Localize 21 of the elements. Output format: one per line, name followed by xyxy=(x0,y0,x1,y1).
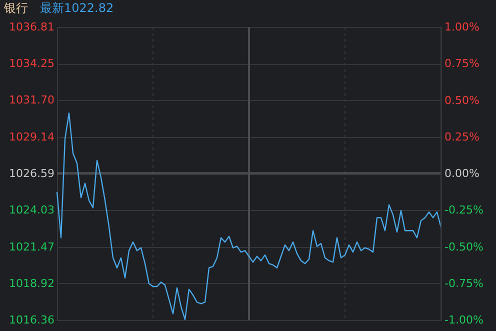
y-tick-label: 1016.36 xyxy=(9,314,54,326)
y2-tick-label: -0.50% xyxy=(444,240,484,254)
y2-tick-label: -1.00% xyxy=(444,314,484,326)
y-tick-label: 1024.03 xyxy=(9,204,54,217)
y-tick-label: 1034.25 xyxy=(9,57,54,70)
y-tick-label: 1036.81 xyxy=(9,20,54,34)
chart-title: 银行 xyxy=(3,1,28,15)
chart-subtitle: 最新1022.82 xyxy=(40,1,114,15)
y-tick-label: 1021.47 xyxy=(9,240,54,254)
y2-tick-label: 1.00% xyxy=(444,20,480,34)
y-tick-label: 1026.59 xyxy=(9,166,54,180)
y-tick-label: 1018.92 xyxy=(9,276,54,290)
y2-tick-label: 0.00% xyxy=(444,167,480,180)
y-tick-label: 1029.14 xyxy=(9,130,54,144)
y-tick-label: 1031.70 xyxy=(9,94,54,107)
y2-tick-label: -0.25% xyxy=(444,204,484,217)
y2-tick-label: 0.50% xyxy=(444,94,480,107)
line-series xyxy=(56,112,442,320)
y2-tick-label: -0.75% xyxy=(444,276,484,290)
y2-tick-label: 0.75% xyxy=(444,57,480,70)
y2-tick-label: 0.25% xyxy=(444,130,480,144)
